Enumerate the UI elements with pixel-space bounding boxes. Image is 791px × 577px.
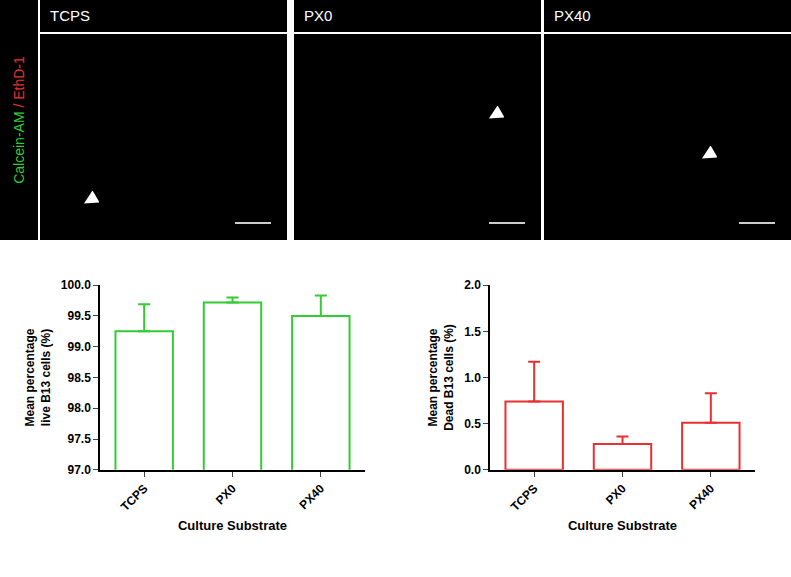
svg-text:0.5: 0.5	[464, 417, 481, 431]
svg-text:98.0: 98.0	[67, 401, 91, 415]
svg-text:1.5: 1.5	[464, 325, 481, 339]
svg-text:PX40: PX40	[687, 481, 718, 512]
svg-text:TCPS: TCPS	[118, 481, 151, 514]
svg-text:TCPS: TCPS	[508, 481, 541, 514]
svg-text:97.5: 97.5	[67, 432, 91, 446]
svg-text:99.5: 99.5	[67, 309, 91, 323]
svg-text:0.0: 0.0	[464, 463, 481, 477]
svg-text:PX0: PX0	[603, 481, 629, 507]
svg-text:Culture Substrate: Culture Substrate	[568, 518, 677, 533]
html-text:PX0: PX0	[304, 7, 333, 24]
svg-text:97.0: 97.0	[67, 463, 91, 477]
svg-text:100.0: 100.0	[61, 278, 91, 292]
svg-text:99.0: 99.0	[67, 340, 91, 354]
svg-text:PX40: PX40	[297, 481, 328, 512]
svg-text:PX0: PX0	[213, 481, 239, 507]
html-text:TCPS: TCPS	[50, 7, 90, 24]
svg-text:Mean percentageDead B13 cells: Mean percentageDead B13 cells (%)	[426, 324, 456, 431]
svg-text:Calcein-AM / EthD-1: Calcein-AM / EthD-1	[11, 56, 27, 184]
svg-text:1.0: 1.0	[464, 371, 481, 385]
svg-text:Mean percentagelive B13 cells: Mean percentagelive B13 cells (%)	[23, 328, 53, 426]
html-text:PX40: PX40	[554, 7, 591, 24]
svg-text:Culture Substrate: Culture Substrate	[178, 518, 287, 533]
svg-text:98.5: 98.5	[67, 371, 91, 385]
svg-text:2.0: 2.0	[464, 278, 481, 292]
